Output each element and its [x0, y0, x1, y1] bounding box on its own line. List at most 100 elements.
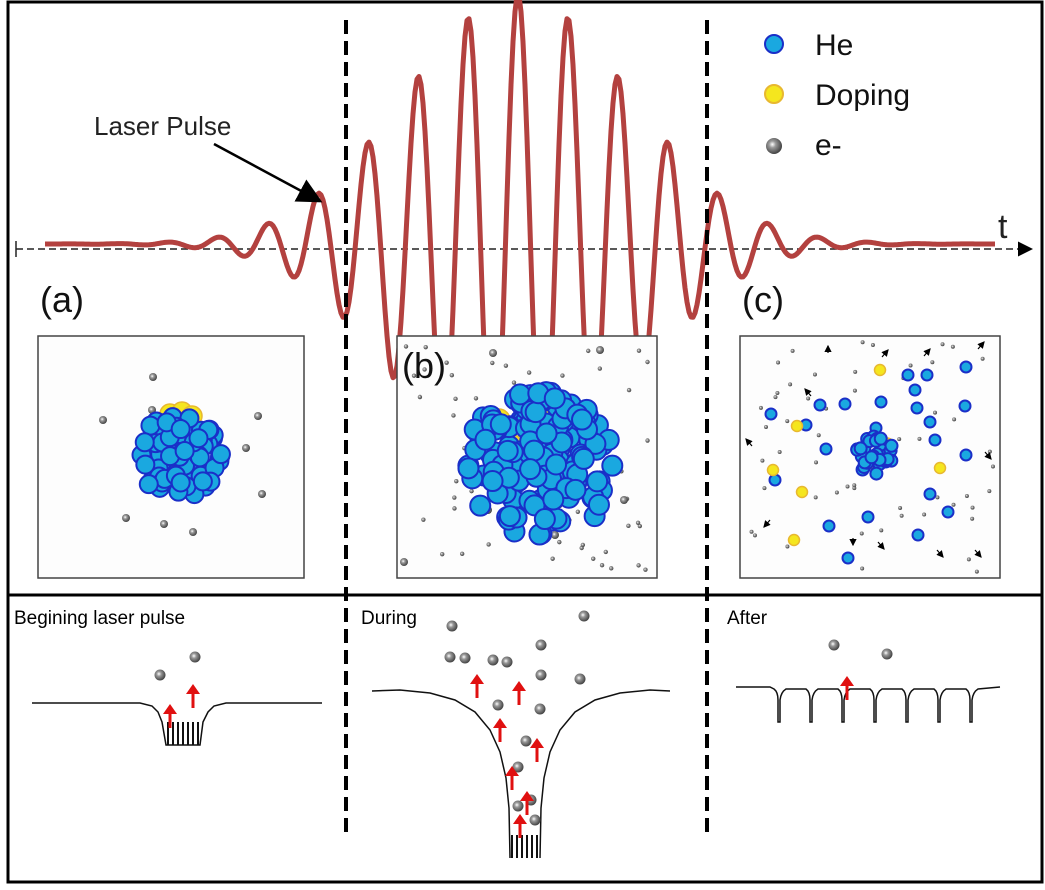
electron	[557, 539, 562, 545]
electron	[550, 556, 555, 561]
electron	[908, 363, 913, 368]
electron	[952, 417, 957, 422]
electron	[749, 529, 754, 534]
electron	[473, 396, 479, 401]
helium-atom	[853, 441, 868, 456]
electron	[122, 514, 130, 522]
helium-atom	[134, 432, 155, 453]
well-teeth-begin	[167, 722, 199, 745]
electron	[806, 396, 811, 401]
electron	[403, 344, 409, 349]
electron	[812, 372, 817, 377]
electron	[99, 416, 107, 424]
electron	[790, 348, 795, 353]
electron	[785, 544, 790, 549]
helium-atom	[135, 454, 156, 475]
helium-atom	[481, 470, 504, 493]
electron	[490, 360, 495, 366]
helium-atom	[170, 472, 191, 493]
helium-atom	[210, 444, 231, 465]
electron	[758, 405, 763, 410]
potential-well-after	[736, 686, 1001, 723]
dopant-atom	[933, 461, 947, 475]
electron	[636, 563, 641, 568]
electron	[452, 506, 457, 511]
electron	[575, 509, 581, 515]
electron	[966, 557, 971, 562]
electron	[777, 450, 782, 455]
electron	[535, 669, 547, 681]
electron	[597, 366, 603, 371]
stage-label-a: (a)	[40, 279, 84, 320]
electron	[930, 360, 935, 365]
electron	[526, 370, 532, 375]
electron	[881, 648, 893, 660]
helium-atom	[545, 453, 568, 476]
electron	[609, 566, 614, 571]
electron	[449, 373, 455, 378]
electron	[421, 517, 426, 522]
electron	[154, 669, 166, 681]
electron	[512, 800, 524, 812]
helium-atom	[571, 408, 594, 431]
electron	[970, 516, 975, 521]
electron	[852, 388, 857, 393]
electron	[788, 382, 793, 387]
helium-atom	[140, 415, 161, 436]
electron	[814, 460, 819, 465]
time-axis-label: t	[998, 208, 1008, 246]
ejection-arrow	[974, 549, 982, 558]
electron	[254, 412, 262, 420]
electron	[933, 410, 938, 415]
helium-atom	[923, 487, 937, 501]
electron	[486, 542, 491, 547]
helium-atom	[869, 466, 884, 481]
helium-atom	[768, 473, 782, 487]
helium-atom	[586, 470, 609, 493]
inset-a	[37, 335, 305, 579]
electron	[422, 367, 427, 372]
electron	[974, 569, 979, 574]
electron	[454, 478, 459, 484]
helium-atom	[764, 407, 778, 421]
red-arrow-head	[163, 704, 177, 714]
dopant-atom	[790, 419, 804, 433]
helium-atom	[920, 368, 934, 382]
helium-atom	[864, 450, 879, 465]
electron	[764, 424, 769, 429]
ejection-arrow	[763, 519, 771, 528]
helium-atom	[138, 474, 159, 495]
electron	[560, 373, 565, 378]
helium-atom	[489, 413, 512, 436]
electron	[511, 380, 517, 385]
electron	[444, 360, 449, 365]
electron	[990, 464, 995, 469]
electron	[459, 652, 471, 664]
helium-atom	[861, 510, 875, 524]
red-arrow-head	[493, 718, 507, 728]
electron	[551, 531, 559, 539]
helium-atom	[543, 387, 566, 410]
bottom-electrons-and-arrows	[154, 610, 893, 838]
electron	[816, 433, 821, 438]
electron	[487, 654, 499, 666]
ejection-arrow	[745, 438, 753, 447]
dopant-atom	[787, 533, 801, 547]
electron	[785, 419, 790, 424]
dopant-atom	[873, 363, 887, 377]
bottom-stage-title-during: During	[361, 608, 417, 629]
electron	[752, 533, 757, 538]
electron	[459, 551, 465, 557]
ejection-arrow	[984, 451, 992, 460]
laser-pulse-arrow	[213, 142, 323, 203]
helium-atom	[174, 440, 195, 461]
red-arrow-head	[512, 681, 526, 691]
electron	[643, 567, 648, 572]
electron	[860, 566, 865, 571]
red-arrow-head	[505, 766, 519, 776]
electron	[489, 349, 497, 357]
legend-he-icon	[764, 34, 784, 54]
helium-atom	[457, 457, 480, 480]
